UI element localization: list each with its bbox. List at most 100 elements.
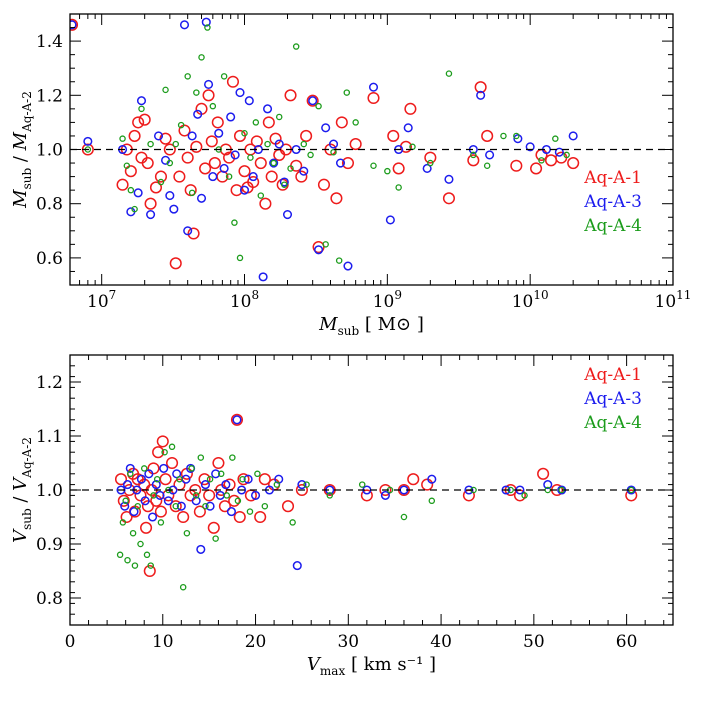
data-point bbox=[254, 157, 267, 170]
x-tick-label: 40 bbox=[430, 632, 452, 652]
data-point bbox=[281, 181, 288, 188]
data-point bbox=[252, 119, 260, 126]
data-point bbox=[427, 474, 437, 484]
data-point bbox=[122, 497, 129, 505]
data-point bbox=[326, 492, 333, 499]
data-point bbox=[125, 463, 135, 473]
x-tick-label: 20 bbox=[245, 632, 267, 652]
y-tick-label: 1.2 bbox=[36, 373, 63, 393]
data-point bbox=[203, 489, 216, 502]
x-tick-label: 107 bbox=[87, 288, 116, 312]
data-point bbox=[205, 501, 215, 511]
x-tick-label: 60 bbox=[616, 632, 638, 652]
data-point bbox=[368, 82, 379, 92]
data-point bbox=[407, 473, 420, 486]
data-point bbox=[199, 162, 212, 175]
data-point bbox=[474, 81, 487, 94]
ticks bbox=[70, 14, 674, 285]
data-point bbox=[303, 481, 310, 488]
bottom-panel-velocity-ratio: 0 10 20 30 40 50 60 0.8 0.9 1.0 1.1 1.2 Vmax [ km s⁻… bbox=[10, 354, 674, 678]
data-point bbox=[265, 170, 278, 183]
top-panel-mass-ratio: 107 108 109 1010 1011 0.6 0.8 1.0 1.2 1.4 Msub [ M… bbox=[10, 13, 691, 338]
data-point bbox=[187, 227, 200, 240]
data-point bbox=[307, 151, 314, 159]
y-axis-label: Vsub / VAq-A-2 bbox=[10, 437, 34, 543]
data-point bbox=[295, 483, 308, 497]
data-point bbox=[422, 163, 432, 174]
data-point bbox=[147, 562, 154, 569]
data-point bbox=[223, 151, 236, 164]
data-point bbox=[552, 135, 559, 142]
data-point bbox=[70, 18, 79, 31]
data-point bbox=[169, 500, 182, 513]
data-point bbox=[400, 513, 408, 521]
data-point bbox=[315, 102, 322, 110]
data-point bbox=[220, 73, 228, 80]
legend-entry: Aq-A-3 bbox=[583, 389, 642, 409]
data-point bbox=[214, 128, 224, 138]
data-point bbox=[201, 17, 211, 27]
data-point bbox=[146, 209, 156, 220]
data-point bbox=[193, 109, 203, 119]
data-point bbox=[132, 116, 145, 129]
data-point bbox=[233, 510, 246, 524]
data-point bbox=[510, 159, 523, 172]
data-point bbox=[144, 197, 157, 210]
data-point bbox=[136, 474, 146, 484]
data-point bbox=[211, 116, 224, 129]
data-point bbox=[128, 129, 141, 142]
data-point bbox=[476, 90, 486, 100]
y-tick-label: 0.9 bbox=[36, 535, 63, 555]
data-point bbox=[292, 561, 302, 571]
data-point bbox=[379, 483, 392, 497]
data-point bbox=[149, 181, 163, 194]
data-point bbox=[190, 140, 203, 153]
data-point bbox=[183, 529, 191, 537]
data-point bbox=[202, 89, 215, 102]
data-point bbox=[247, 154, 254, 161]
data-point bbox=[143, 564, 156, 578]
data-point bbox=[258, 272, 268, 282]
data-point bbox=[116, 551, 124, 559]
data-point bbox=[153, 131, 164, 141]
data-point bbox=[226, 507, 236, 517]
data-point bbox=[206, 475, 214, 483]
data-point bbox=[123, 162, 131, 170]
data-point bbox=[257, 192, 265, 199]
data-point bbox=[226, 75, 240, 88]
data-point bbox=[404, 102, 417, 115]
data-point bbox=[306, 94, 319, 107]
data-point bbox=[543, 480, 553, 490]
data-point bbox=[625, 489, 638, 502]
data-point bbox=[193, 505, 206, 518]
data-point bbox=[445, 70, 453, 77]
data-point bbox=[428, 497, 436, 505]
data-point bbox=[140, 465, 148, 472]
data-point bbox=[237, 485, 247, 495]
data-point bbox=[179, 20, 190, 30]
data-point bbox=[274, 139, 284, 149]
data-point bbox=[322, 241, 329, 248]
legend-entry: Aq-A-4 bbox=[583, 216, 642, 236]
data-point bbox=[442, 192, 456, 205]
data-point bbox=[481, 129, 494, 142]
data-point bbox=[254, 470, 261, 478]
data-point bbox=[258, 473, 271, 486]
data-point bbox=[172, 502, 180, 510]
data-point bbox=[444, 174, 454, 184]
data-point bbox=[212, 535, 219, 542]
data-point bbox=[189, 483, 202, 497]
data-point bbox=[248, 172, 258, 182]
data-point bbox=[567, 157, 580, 170]
data-point bbox=[358, 481, 366, 488]
data-point bbox=[244, 96, 254, 106]
data-point bbox=[275, 113, 283, 121]
data-point bbox=[212, 456, 225, 470]
data-point bbox=[387, 129, 400, 142]
y-tick-label: 1.0 bbox=[36, 481, 63, 501]
data-point bbox=[156, 435, 169, 448]
data-point bbox=[254, 510, 267, 524]
y-tick-label: 0.8 bbox=[36, 589, 63, 609]
data-point bbox=[159, 463, 169, 473]
data-point bbox=[169, 257, 182, 270]
